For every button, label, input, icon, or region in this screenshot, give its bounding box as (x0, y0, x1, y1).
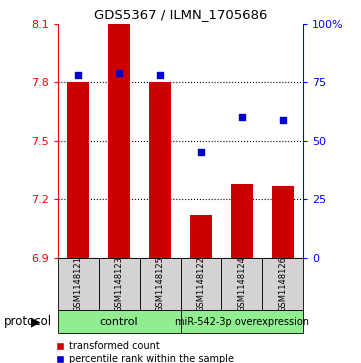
Bar (221, 258, 262, 310)
Title: GDS5367 / ILMN_1705686: GDS5367 / ILMN_1705686 (94, 8, 267, 21)
Bar (231, 184, 253, 258)
Text: GSM1148125: GSM1148125 (156, 256, 165, 312)
Text: GSM1148122: GSM1148122 (196, 256, 205, 312)
Point (116, 70, 122, 76)
Point (239, 114, 245, 120)
Bar (99, 258, 140, 310)
Legend: transformed count, percentile rank within the sample: transformed count, percentile rank withi… (55, 341, 234, 363)
Text: control: control (100, 317, 138, 327)
Bar (271, 185, 294, 258)
Text: protocol: protocol (4, 315, 52, 328)
Bar (140, 258, 180, 310)
Bar (108, 0, 130, 258)
Point (75, 72, 81, 78)
Point (157, 72, 163, 78)
Bar (262, 258, 303, 310)
Bar (58, 310, 180, 333)
Text: miR-542-3p overexpression: miR-542-3p overexpression (175, 317, 309, 327)
Bar (180, 310, 303, 333)
Point (280, 117, 286, 122)
Text: ▶: ▶ (31, 315, 41, 328)
Text: GSM1148121: GSM1148121 (74, 256, 83, 312)
Bar (190, 215, 212, 258)
Bar (67, 82, 90, 258)
Bar (149, 82, 171, 258)
Bar (58, 258, 99, 310)
Text: GSM1148124: GSM1148124 (238, 256, 246, 312)
Bar (180, 258, 221, 310)
Text: GSM1148126: GSM1148126 (278, 256, 287, 312)
Text: GSM1148123: GSM1148123 (115, 256, 123, 312)
Point (198, 150, 204, 155)
